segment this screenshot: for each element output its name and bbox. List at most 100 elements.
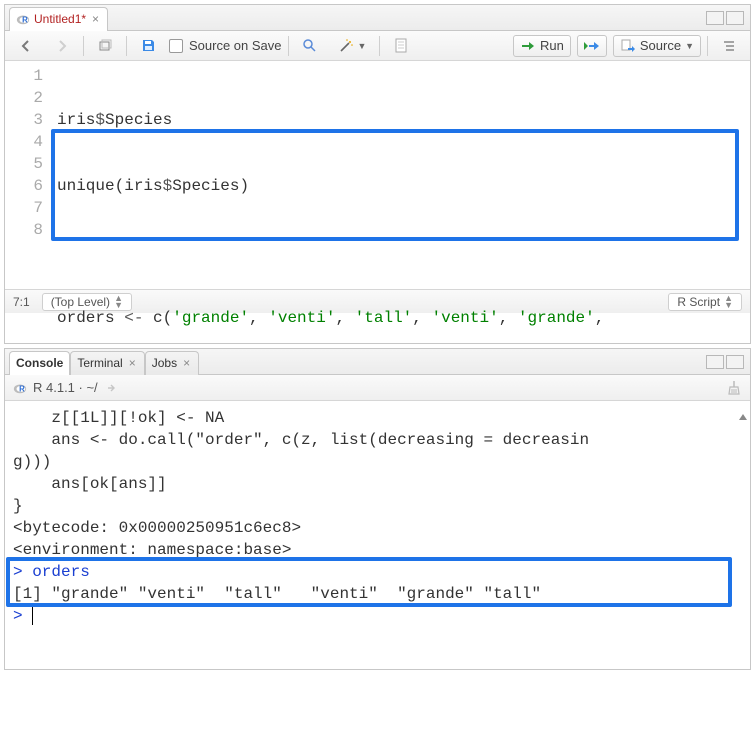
code-string: 'grande' (518, 309, 595, 327)
pane-minimize-button[interactable] (706, 11, 724, 25)
popout-icon[interactable] (104, 380, 120, 396)
outline-button[interactable] (714, 35, 744, 57)
popout-icon (97, 38, 113, 54)
console-line: ans[ok[ans]] (13, 473, 744, 495)
line-number: 4 (9, 131, 43, 153)
code-token: , (499, 309, 518, 327)
text-cursor (32, 607, 33, 625)
search-icon (302, 38, 318, 54)
code-string: 'venti' (268, 309, 335, 327)
line-number: 7 (9, 197, 43, 219)
code-token: , (335, 309, 354, 327)
source-on-save-label: Source on Save (189, 38, 282, 53)
code-token: iris (57, 111, 95, 129)
save-button[interactable] (133, 35, 163, 57)
console-prompt: > (13, 563, 32, 581)
source-button[interactable]: Source ▼ (613, 35, 701, 57)
console-line: } (13, 495, 744, 517)
tab-close-icon[interactable]: × (127, 356, 138, 370)
line-number: 1 (9, 65, 43, 87)
code-editor[interactable]: 1 2 3 4 5 6 7 8 iris$Species unique(iris… (5, 61, 750, 289)
console-output[interactable]: z[[1L]][!ok] <- NA ans <- do.call("order… (5, 401, 750, 633)
outline-icon (721, 38, 737, 54)
console-line: ans <- do.call("order", c(z, list(decrea… (13, 429, 744, 451)
source-label: Source (640, 38, 681, 53)
clear-console-icon[interactable] (726, 380, 742, 396)
show-in-new-window-button[interactable] (90, 35, 120, 57)
tab-label: Console (16, 356, 63, 370)
dropdown-icon: ▼ (685, 41, 694, 51)
code-token: <- (124, 309, 143, 327)
scroll-up-icon[interactable] (738, 407, 748, 427)
tab-console[interactable]: Console (9, 351, 70, 375)
run-button[interactable]: Run (513, 35, 571, 57)
line-number: 6 (9, 175, 43, 197)
toolbar-separator (288, 36, 289, 56)
pane-minimize-button[interactable] (706, 355, 724, 369)
toolbar-separator (707, 36, 708, 56)
console-line: <bytecode: 0x00000250951c6ec8> (13, 517, 744, 539)
source-editor-pane: R Untitled1* × Source on Save (4, 4, 751, 344)
source-on-save-checkbox[interactable] (169, 39, 183, 53)
svg-text:R: R (19, 384, 25, 393)
tab-jobs[interactable]: Jobs × (145, 351, 199, 375)
code-token: c( (143, 309, 172, 327)
run-icon (520, 38, 536, 54)
pane-maximize-button[interactable] (726, 11, 744, 25)
console-tabbar: Console Terminal × Jobs × (5, 349, 750, 375)
console-line: <environment: namespace:base> (13, 539, 744, 561)
code-area[interactable]: iris$Species unique(iris$Species) orders… (53, 61, 750, 289)
tab-terminal[interactable]: Terminal × (70, 351, 144, 375)
line-number: 5 (9, 153, 43, 175)
line-number: 2 (9, 87, 43, 109)
run-label: Run (540, 38, 564, 53)
console-prompt: > (13, 607, 32, 625)
arrow-right-icon (54, 38, 70, 54)
console-line: g))) (13, 451, 744, 473)
compile-report-button[interactable] (386, 35, 416, 57)
cursor-position: 7:1 (13, 295, 30, 309)
r-logo-icon: R (13, 381, 27, 395)
forward-button[interactable] (47, 35, 77, 57)
arrow-left-icon (18, 38, 34, 54)
console-pane: Console Terminal × Jobs × R R 4.1.1 · ~/… (4, 348, 751, 670)
line-number: 8 (9, 219, 43, 241)
code-token: Species) (172, 177, 249, 195)
source-icon (620, 38, 636, 54)
code-token: , (249, 309, 268, 327)
rerun-button[interactable] (577, 35, 607, 57)
toolbar-separator (379, 36, 380, 56)
editor-toolbar: Source on Save ▼ Run Source ▼ (5, 31, 750, 61)
console-subbar: R R 4.1.1 · ~/ (5, 375, 750, 401)
code-tools-button[interactable]: ▼ (331, 35, 374, 57)
back-button[interactable] (11, 35, 41, 57)
r-file-icon: R (16, 12, 30, 26)
notebook-icon (393, 38, 409, 54)
pane-window-controls (706, 11, 750, 25)
line-number: 3 (9, 109, 43, 131)
code-string: 'tall' (355, 309, 413, 327)
console-line: z[[1L]][!ok] <- NA (13, 407, 744, 429)
toolbar-separator (83, 36, 84, 56)
editor-tab-untitled1[interactable]: R Untitled1* × (9, 7, 108, 31)
code-string: 'grande' (172, 309, 249, 327)
code-token: orders (57, 309, 124, 327)
code-token: unique(iris (57, 177, 163, 195)
r-version-path: R 4.1.1 · ~/ (33, 380, 98, 395)
toolbar-separator (126, 36, 127, 56)
tab-label: Jobs (152, 356, 177, 370)
code-token: , (595, 309, 605, 327)
find-button[interactable] (295, 35, 325, 57)
tab-label: Terminal (77, 356, 122, 370)
pane-maximize-button[interactable] (726, 355, 744, 369)
editor-tabbar: R Untitled1* × (5, 5, 750, 31)
code-token: $ (163, 177, 173, 195)
console-line: [1] "grande" "venti" "tall" "venti" "gra… (13, 583, 744, 605)
tab-close-icon[interactable]: × (90, 12, 101, 26)
code-token: $ (95, 111, 105, 129)
code-token: , (412, 309, 431, 327)
svg-text:R: R (22, 16, 28, 25)
pane-window-controls (706, 355, 750, 369)
tab-close-icon[interactable]: × (181, 356, 192, 370)
code-token: Species (105, 111, 172, 129)
